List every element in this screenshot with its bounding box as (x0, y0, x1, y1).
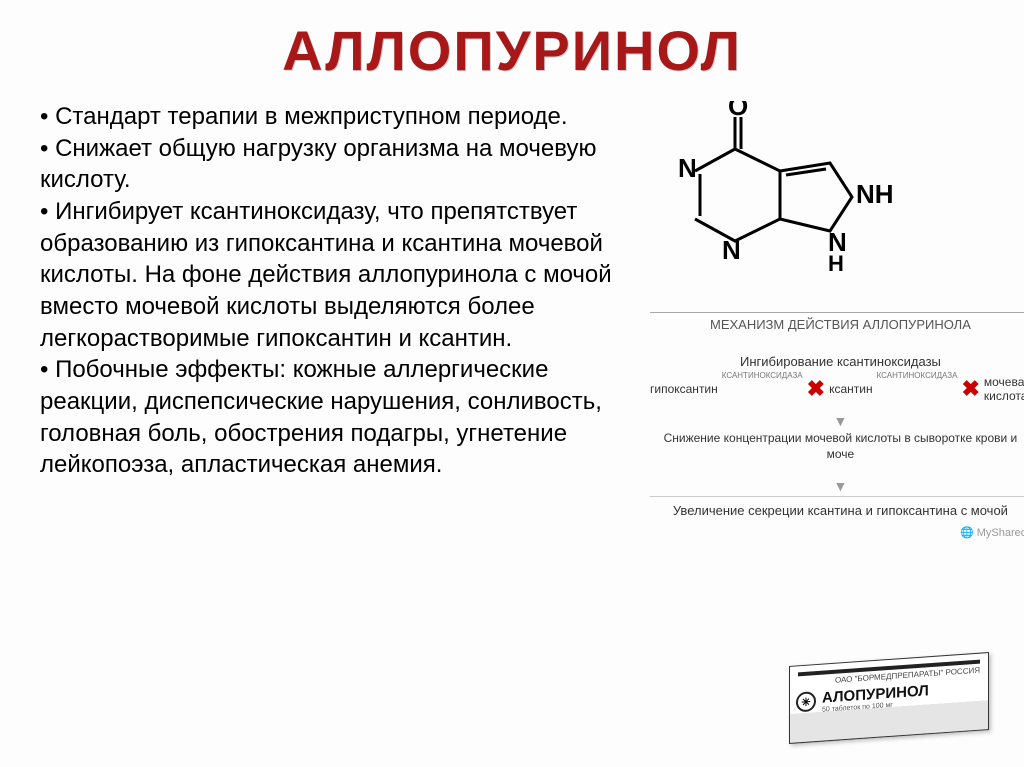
watermark: 🌐 MyShared (650, 526, 1024, 539)
mechanism-diagram: Ингибирование ксантиноксидазы гипоксанти… (650, 354, 1024, 539)
enzyme-label: КСАНТИНОКСИДАЗА (877, 371, 958, 380)
atom-label: N (678, 153, 697, 183)
list-item: • Снижает общую нагрузку организма на мо… (40, 133, 630, 196)
arrow-down-icon: ▼ (650, 413, 1024, 429)
diagram-flow: гипоксантин КСАНТИНОКСИДАЗА ✖ ксантин КС… (650, 375, 1024, 403)
cross-icon: ✖ (807, 376, 825, 402)
diagram-result: Снижение концентрации мочевой кислоты в … (650, 431, 1024, 462)
diagram-step-title: Ингибирование ксантиноксидазы (650, 354, 1024, 369)
bullet-list: • Стандарт терапии в межприступном перио… (40, 101, 630, 481)
list-item: • Стандарт терапии в межприступном перио… (40, 101, 630, 133)
molecule-structure-icon: O N N NH N H (640, 101, 920, 301)
substrate-label: ксантин (829, 382, 873, 396)
right-column: O N N NH N H МЕХАНИЗМ ДЕЙСТВИЯ АЛЛОПУРИН… (630, 101, 1024, 539)
substrate-label: гипоксантин (650, 382, 718, 396)
page-title: АЛЛОПУРИНОЛ (0, 0, 1024, 83)
atom-label: NH (856, 179, 894, 209)
substrate-label: мочевая кислота (984, 375, 1024, 403)
content-row: • Стандарт терапии в межприступном перио… (0, 83, 1024, 539)
list-item: • Ингибирует ксантиноксидазу, что препят… (40, 196, 630, 354)
left-column: • Стандарт терапии в межприступном перио… (40, 101, 630, 539)
atom-label: N (722, 235, 741, 265)
atom-label: O (728, 101, 748, 121)
list-item: • Побочные эффекты: кожные аллергические… (40, 354, 630, 481)
arrow-down-icon: ▼ (650, 478, 1024, 494)
atom-label: H (828, 251, 844, 276)
mechanism-caption: МЕХАНИЗМ ДЕЙСТВИЯ АЛЛОПУРИНОЛА (650, 312, 1024, 332)
drug-package-icon: ОАО "БОРМЕДПРЕПАРАТЫ" РОССИЯ ✳ АЛОПУРИНО… (789, 652, 989, 744)
cross-icon: ✖ (961, 376, 979, 402)
diagram-end: Увеличение секреции ксантина и гипоксант… (650, 496, 1024, 518)
enzyme-label: КСАНТИНОКСИДАЗА (722, 371, 803, 380)
